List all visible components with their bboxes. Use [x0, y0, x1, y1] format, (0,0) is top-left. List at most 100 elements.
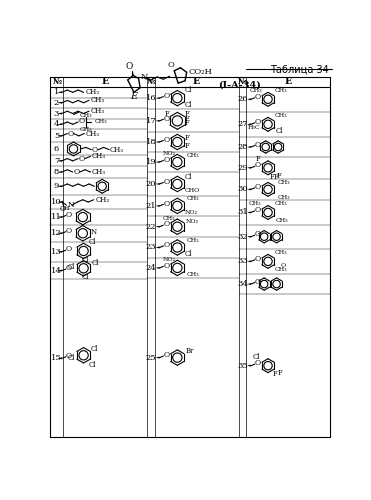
- Text: CH₃: CH₃: [187, 196, 199, 202]
- Text: CH₃: CH₃: [274, 114, 287, 118]
- Text: O: O: [163, 200, 170, 207]
- Text: 26: 26: [237, 96, 248, 104]
- Text: H₃C: H₃C: [248, 125, 260, 130]
- Text: 30: 30: [237, 186, 248, 194]
- Text: 10: 10: [51, 198, 62, 206]
- Text: N: N: [68, 201, 75, 209]
- Text: F: F: [165, 110, 170, 118]
- Text: O: O: [255, 206, 261, 214]
- Text: CH₃: CH₃: [162, 216, 175, 220]
- Text: E: E: [102, 78, 109, 86]
- Polygon shape: [247, 260, 251, 262]
- Text: O: O: [66, 264, 72, 272]
- Text: O: O: [255, 255, 261, 263]
- Text: 2: 2: [54, 98, 59, 106]
- Text: 9: 9: [54, 182, 59, 190]
- Text: 32: 32: [237, 232, 248, 240]
- Text: Cl: Cl: [253, 353, 260, 361]
- Text: E: E: [193, 78, 200, 86]
- Polygon shape: [57, 270, 62, 272]
- Polygon shape: [247, 98, 251, 100]
- Text: F: F: [185, 119, 190, 127]
- Polygon shape: [156, 226, 160, 228]
- Text: O: O: [79, 154, 85, 162]
- Text: CH₃: CH₃: [92, 168, 106, 176]
- Text: F: F: [185, 114, 190, 122]
- Text: CH₃: CH₃: [80, 127, 92, 132]
- Text: CH₃: CH₃: [274, 202, 287, 206]
- Text: 34: 34: [237, 280, 248, 288]
- Text: №: №: [52, 78, 61, 86]
- Text: O: O: [163, 262, 170, 270]
- Text: 3: 3: [54, 110, 59, 118]
- Text: O: O: [255, 230, 261, 238]
- Text: O: O: [73, 168, 80, 176]
- Polygon shape: [57, 251, 62, 252]
- Text: N: N: [91, 228, 97, 235]
- Polygon shape: [57, 171, 62, 173]
- Text: 14: 14: [51, 266, 62, 274]
- Text: 31: 31: [237, 208, 248, 216]
- Text: O: O: [255, 360, 261, 368]
- Text: F: F: [185, 142, 190, 150]
- Text: 23: 23: [146, 244, 156, 252]
- Polygon shape: [156, 183, 160, 185]
- Polygon shape: [57, 102, 62, 104]
- Text: F: F: [185, 134, 190, 142]
- Text: 33: 33: [237, 258, 248, 266]
- Text: №: №: [238, 78, 247, 86]
- Text: E: E: [285, 78, 292, 86]
- Text: CH₃: CH₃: [276, 218, 288, 222]
- Text: 16: 16: [146, 94, 156, 102]
- Polygon shape: [57, 160, 62, 162]
- Text: H: H: [64, 206, 69, 212]
- Polygon shape: [156, 246, 160, 248]
- Text: Cl: Cl: [68, 354, 75, 362]
- Text: 17: 17: [146, 117, 156, 125]
- Text: Cl: Cl: [91, 345, 98, 353]
- Text: O: O: [255, 162, 261, 170]
- Text: Cl: Cl: [82, 256, 89, 264]
- Polygon shape: [57, 135, 62, 137]
- Text: O: O: [255, 183, 261, 191]
- Text: 21: 21: [146, 202, 156, 210]
- Text: 5: 5: [54, 132, 59, 140]
- Text: O: O: [163, 178, 170, 186]
- Text: F: F: [185, 110, 190, 118]
- Polygon shape: [156, 97, 160, 99]
- Polygon shape: [247, 283, 251, 285]
- Text: Cl: Cl: [88, 360, 96, 368]
- Text: CH₃: CH₃: [187, 238, 199, 243]
- Text: 25: 25: [146, 354, 156, 362]
- Text: CH₃: CH₃: [95, 120, 107, 124]
- Text: O: O: [280, 262, 286, 268]
- Text: CH₃: CH₃: [249, 88, 262, 94]
- Text: (I-A-34): (I-A-34): [219, 81, 261, 90]
- Text: 19: 19: [146, 158, 156, 166]
- Text: NO₂: NO₂: [186, 219, 199, 224]
- Text: 20: 20: [146, 180, 156, 188]
- Text: CH₃: CH₃: [274, 88, 287, 94]
- Text: CHO: CHO: [185, 188, 200, 194]
- Text: NO₂: NO₂: [185, 210, 198, 216]
- Text: Cl: Cl: [91, 259, 99, 267]
- Text: 29: 29: [237, 164, 248, 172]
- Text: 11: 11: [51, 213, 62, 221]
- Text: O: O: [255, 278, 261, 286]
- Text: O: O: [168, 61, 175, 69]
- Text: F: F: [273, 173, 278, 181]
- Text: E: E: [130, 92, 138, 100]
- Text: O: O: [68, 130, 74, 138]
- Polygon shape: [57, 92, 62, 94]
- Text: O: O: [66, 227, 72, 235]
- Text: CH₃: CH₃: [274, 266, 287, 272]
- Text: CH₃: CH₃: [110, 146, 124, 154]
- Text: CH₃: CH₃: [249, 202, 261, 206]
- Text: CH₃: CH₃: [278, 194, 290, 200]
- Text: CH₃: CH₃: [85, 88, 99, 96]
- Text: O: O: [126, 62, 133, 71]
- Polygon shape: [57, 186, 62, 187]
- Text: F: F: [278, 368, 282, 376]
- Text: F: F: [273, 370, 278, 378]
- Text: O: O: [92, 146, 98, 154]
